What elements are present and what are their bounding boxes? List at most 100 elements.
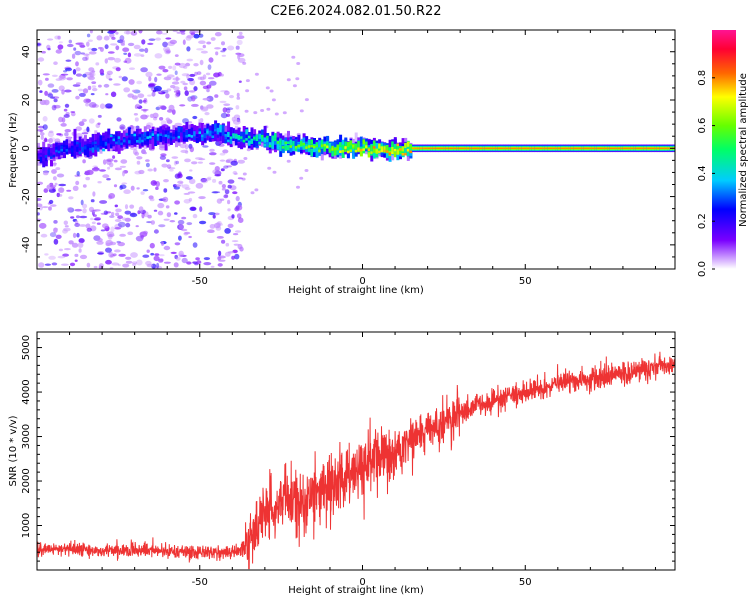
heatmap-noise-cell: [221, 41, 225, 46]
heatmap-noise-cell: [76, 232, 80, 238]
heatmap-noise-cell: [126, 30, 130, 35]
heatmap-noise-cell: [37, 129, 44, 132]
heatmap-noise-cell: [42, 124, 48, 130]
heatmap-signal-cell: [367, 152, 371, 158]
heatmap-noise-cell: [153, 116, 158, 121]
heatmap-signal-cell: [609, 147, 613, 149]
heatmap-noise-cell: [68, 240, 74, 245]
heatmap-noise-cell: [85, 55, 89, 61]
heatmap-noise-cell: [53, 227, 58, 231]
heatmap-noise-cell: [207, 77, 215, 80]
heatmap-signal-cell: [404, 146, 408, 155]
heatmap-noise-cell: [143, 151, 147, 155]
snr-panel: -50 0 50 1000 2000 3000 4000 5000 Height of st…: [8, 331, 676, 596]
heatmap-noise-cell: [117, 215, 123, 220]
heatmap-noise-cell: [112, 155, 116, 159]
heatmap-signal-cell: [383, 146, 387, 152]
heatmap-signal-cell: [237, 127, 241, 138]
heatmap-signal-cell: [516, 147, 520, 149]
heatmap-noise-cell: [119, 184, 127, 190]
heatmap-noise-cell: [198, 40, 206, 44]
heatmap-signal-cell: [294, 146, 298, 152]
heatmap-signal-cell: [162, 129, 165, 135]
heatmap-noise-cell: [55, 167, 61, 171]
heatmap-signal-cell: [586, 147, 590, 149]
heatmap-signal-cell: [255, 138, 259, 147]
heatmap-noise-cell: [295, 77, 300, 81]
heatmap-noise-cell: [127, 52, 132, 58]
heatmap-signal-cell: [359, 148, 363, 152]
heatmap-noise-cell: [146, 221, 153, 224]
heatmap-signal-cell: [177, 135, 181, 139]
heatmap-signal-cell: [604, 147, 608, 149]
heatmap-signal-cell: [154, 138, 158, 146]
heatmap-signal-cell: [380, 146, 384, 152]
heatmap-noise-cell: [82, 208, 87, 214]
heatmap-noise-cell: [142, 254, 150, 258]
heatmap-noise-cell: [181, 216, 187, 220]
heatmap-noise-cell: [141, 212, 145, 219]
heatmap-signal-cell: [136, 140, 139, 143]
figure-title: C2E6.2024.082.01.50.R22: [270, 4, 441, 19]
heatmap-signal-cell: [385, 150, 389, 153]
heatmap-noise-cell: [185, 176, 193, 180]
heatmap-noise-cell: [158, 146, 167, 151]
heatmap-noise-cell: [105, 103, 113, 109]
heatmap-noise-cell: [239, 246, 244, 252]
heatmap-signal-cell: [638, 147, 642, 149]
heatmap-noise-cell: [226, 108, 231, 114]
heatmap-noise-cell: [82, 73, 87, 78]
heatmap-signal-cell: [91, 133, 95, 142]
heatmap-noise-cell: [77, 88, 84, 92]
heatmap-signal-cell: [396, 149, 400, 161]
heatmap-noise-cell: [150, 180, 157, 186]
heatmap-signal-cell: [281, 139, 285, 146]
heatmap-noise-cell: [107, 57, 115, 61]
heatmap-noise-cell: [53, 104, 61, 109]
heatmap-noise-cell: [159, 117, 164, 121]
heatmap-signal-cell: [391, 141, 395, 150]
heatmap-signal-cell: [268, 144, 272, 148]
heatmap-signal-cell: [510, 147, 514, 149]
heatmap-noise-cell: [147, 214, 152, 219]
heatmap-noise-cell: [87, 76, 95, 81]
heatmap-signal-cell: [391, 151, 395, 155]
heatmap-noise-cell: [93, 265, 98, 269]
heatmap-noise-cell: [235, 205, 240, 210]
heatmap-signal-cell: [203, 133, 207, 139]
heatmap-signal-cell: [208, 125, 212, 134]
heatmap-signal-cell: [425, 147, 428, 149]
heatmap-signal-cell: [68, 147, 72, 153]
heatmap-signal-cell: [185, 130, 189, 136]
heatmap-noise-cell: [78, 92, 86, 97]
heatmap-noise-cell: [266, 107, 271, 111]
heatmap-noise-cell: [181, 228, 188, 232]
heatmap-signal-cell: [120, 142, 124, 146]
heatmap-signal-cell: [162, 133, 165, 142]
heatmap-signal-cell: [104, 141, 108, 148]
heatmap-noise-cell: [204, 177, 212, 181]
heatmap-signal-cell: [224, 134, 228, 137]
heatmap-noise-cell: [220, 73, 224, 77]
heatmap-signal-cell: [453, 147, 457, 149]
heatmap-noise-cell: [90, 209, 97, 213]
heatmap-noise-cell: [131, 95, 138, 100]
heatmap-noise-cell: [153, 167, 157, 172]
heatmap-noise-cell: [146, 249, 150, 253]
heatmap-noise-cell: [44, 90, 48, 96]
heatmap-signal-cell: [320, 144, 324, 147]
heatmap-signal-cell: [393, 152, 397, 158]
heatmap-noise-cell: [216, 198, 223, 204]
heatmap-noise-cell: [196, 48, 204, 51]
heatmap-signal-cell: [328, 148, 332, 152]
heatmap-signal-cell: [352, 148, 356, 159]
heatmap-noise-cell: [75, 180, 80, 186]
heatmap-noise-cell: [205, 72, 211, 76]
heatmap-noise-cell: [206, 88, 210, 93]
spectrogram-frame: [36, 29, 676, 270]
heatmap-noise-cell: [104, 58, 109, 64]
heatmap-noise-cell: [152, 112, 159, 119]
heatmap-signal-cell: [326, 135, 330, 147]
heatmap-noise-cell: [119, 165, 127, 168]
heatmap-signal-cell: [357, 148, 361, 151]
